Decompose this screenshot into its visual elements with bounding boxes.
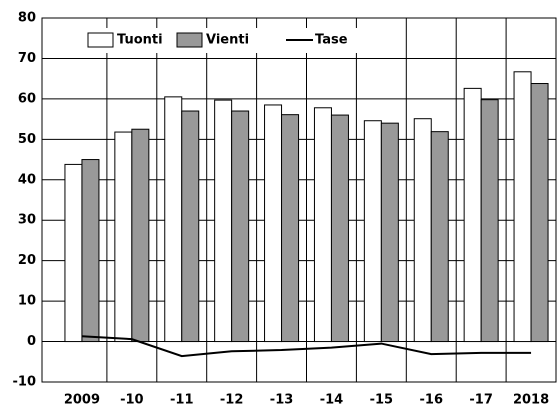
y-tick-label: 30 <box>18 213 36 228</box>
bar <box>164 96 183 343</box>
legend-label: Vienti <box>206 33 249 48</box>
y-tick-label: 80 <box>18 11 36 26</box>
x-tick-label: -16 <box>420 393 444 408</box>
bar <box>513 71 532 343</box>
bar <box>363 120 382 343</box>
y-tick-label: 60 <box>18 91 36 106</box>
bar <box>214 99 233 343</box>
x-tick-label: -15 <box>370 393 394 408</box>
x-tick-label: 2018 <box>513 393 549 408</box>
x-tick-label: -10 <box>120 393 144 408</box>
bar <box>313 107 332 343</box>
legend-label: Tase <box>315 33 348 48</box>
legend-box <box>60 28 390 53</box>
plot-frame <box>41 17 557 383</box>
line <box>81 335 532 358</box>
bar <box>114 131 133 343</box>
legend-swatch <box>176 32 203 48</box>
bar <box>330 114 349 343</box>
bar <box>430 131 449 343</box>
x-tick-label: -12 <box>220 393 244 408</box>
bar <box>380 122 399 343</box>
bar <box>181 110 200 343</box>
bar <box>281 114 300 343</box>
bar <box>264 104 283 343</box>
x-tick-label: -11 <box>170 393 194 408</box>
bar <box>530 83 549 343</box>
x-tick-label: -13 <box>270 393 294 408</box>
y-tick-label: 0 <box>27 334 36 349</box>
x-tick-label: -17 <box>469 393 493 408</box>
bar <box>64 163 83 343</box>
y-tick-label: -10 <box>13 375 37 390</box>
bar <box>131 128 150 343</box>
bar <box>231 110 250 343</box>
y-tick-label: 50 <box>18 132 36 147</box>
x-tick-label: 2009 <box>64 393 100 408</box>
bar <box>81 159 100 343</box>
x-tick-label: -14 <box>320 393 344 408</box>
legend-label: Tuonti <box>117 33 163 48</box>
y-tick-label: 10 <box>18 294 36 309</box>
y-tick-label: 20 <box>18 253 36 268</box>
legend-swatch <box>87 32 114 48</box>
bar <box>413 118 432 343</box>
bar <box>463 87 482 343</box>
y-tick-label: 70 <box>18 51 36 66</box>
bar <box>480 99 499 343</box>
y-tick-label: 40 <box>18 172 36 187</box>
